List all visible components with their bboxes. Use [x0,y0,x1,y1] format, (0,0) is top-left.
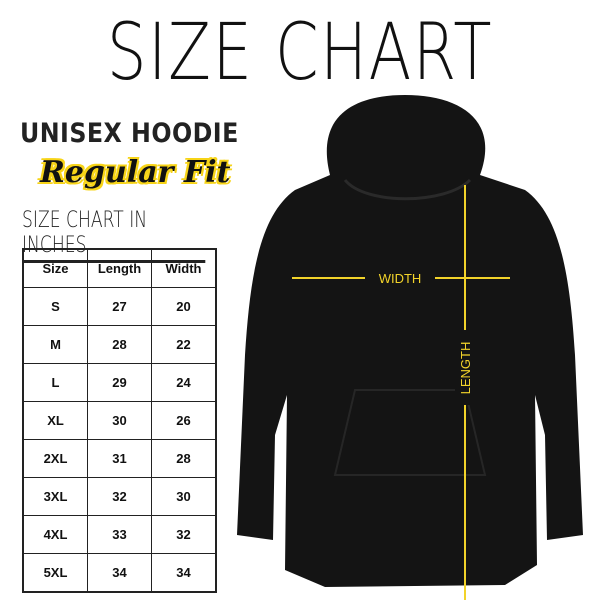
size-cell: L [22,363,88,402]
table-row: S 27 20 [22,287,217,326]
length-cell: 30 [87,401,152,440]
width-cell: 26 [151,401,217,440]
length-label: LENGTH [458,342,473,395]
size-table: Size Length Width S 27 20 M 28 22 L 29 24 XL 30 26 2… [22,248,217,593]
size-cell: XL [22,401,88,440]
size-cell: 3XL [22,477,88,516]
width-cell: 24 [151,363,217,402]
size-cell: 4XL [22,515,88,554]
table-row: L 29 24 [22,363,217,402]
table-row: 4XL 33 32 [22,515,217,554]
size-cell: M [22,325,88,364]
width-cell: 22 [151,325,217,364]
length-cell: 29 [87,363,152,402]
width-label: WIDTH [379,271,422,286]
header-size: Size [22,248,88,288]
hoodie-image: WIDTH LENGTH [237,95,583,600]
table-row: 2XL 31 28 [22,439,217,478]
table-row: M 28 22 [22,325,217,364]
length-cell: 31 [87,439,152,478]
width-cell: 20 [151,287,217,326]
length-cell: 33 [87,515,152,554]
length-cell: 28 [87,325,152,364]
table-row: XL 30 26 [22,401,217,440]
length-cell: 34 [87,553,152,593]
length-cell: 27 [87,287,152,326]
width-cell: 28 [151,439,217,478]
header-width: Width [151,248,217,288]
width-cell: 34 [151,553,217,593]
width-cell: 30 [151,477,217,516]
hoodie-body [237,95,583,587]
product-name: UNISEX HOODIE [20,118,239,149]
fit-label: Regular Fit [40,155,231,190]
table-header-row: Size Length Width [22,248,217,288]
page-title: SIZE CHART [106,8,494,98]
header-length: Length [87,248,152,288]
length-cell: 32 [87,477,152,516]
size-cell: 2XL [22,439,88,478]
size-cell: S [22,287,88,326]
table-row: 3XL 32 30 [22,477,217,516]
width-cell: 32 [151,515,217,554]
table-row: 5XL 34 34 [22,553,217,593]
size-cell: 5XL [22,553,88,593]
